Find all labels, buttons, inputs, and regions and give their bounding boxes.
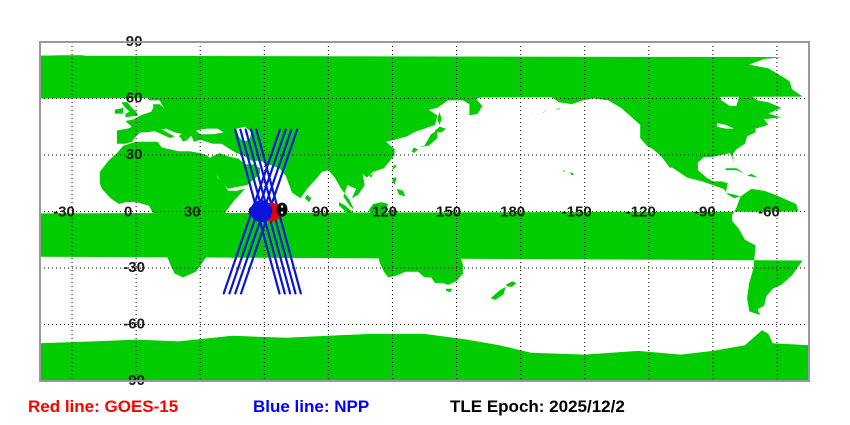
landmass xyxy=(569,171,574,176)
landmass xyxy=(516,243,521,247)
landmass xyxy=(563,170,566,172)
landmass xyxy=(418,130,438,148)
landmass xyxy=(178,134,192,142)
landmass xyxy=(659,75,692,84)
lon-tick-label: 150 xyxy=(436,204,461,221)
lon-tick-label: -150 xyxy=(562,204,592,221)
landmass xyxy=(40,55,803,99)
lat-tick-label: 30 xyxy=(126,146,143,163)
landmass xyxy=(665,66,692,71)
landmass xyxy=(369,173,374,178)
landmass xyxy=(114,107,124,114)
landmass xyxy=(396,188,406,197)
legend-red-line: Red line: GOES-15 xyxy=(28,397,179,416)
landmass xyxy=(435,126,446,133)
landmass xyxy=(490,237,495,244)
landmass xyxy=(304,194,312,203)
continents-layer xyxy=(40,55,809,381)
landmass xyxy=(702,62,745,71)
landmass xyxy=(40,213,62,257)
landmass xyxy=(360,224,380,228)
landmass xyxy=(245,68,263,80)
landmass xyxy=(725,168,745,174)
lon-tick-label: 30 xyxy=(184,204,201,221)
landmass xyxy=(477,228,483,233)
lon-tick-label: 90 xyxy=(312,204,329,221)
landmass xyxy=(369,202,389,216)
landmass xyxy=(153,128,175,139)
landmass xyxy=(490,286,506,300)
landmass xyxy=(747,173,758,178)
tick-labels-layer: -300306090120150180-150-120-90-60906030-… xyxy=(53,33,780,389)
landmass xyxy=(89,86,109,92)
landmass xyxy=(411,147,419,154)
landmass xyxy=(734,83,769,97)
lon-tick-label: 120 xyxy=(372,204,397,221)
landmass xyxy=(40,55,98,99)
landmass xyxy=(116,66,521,210)
lake xyxy=(195,128,224,135)
lon-tick-label: 0 xyxy=(124,204,132,221)
lat-tick-label: -60 xyxy=(123,316,145,333)
map-frame xyxy=(39,41,810,382)
landmass xyxy=(550,77,782,199)
landmass xyxy=(445,288,453,293)
lat-tick-label: 60 xyxy=(126,90,143,107)
landmass xyxy=(437,111,442,125)
lon-tick-label: -120 xyxy=(626,204,656,221)
landmass xyxy=(661,155,673,169)
legend-tle-epoch: TLE Epoch: 2025/12/2 xyxy=(450,397,625,416)
landmass xyxy=(339,202,361,223)
legend-blue-line: Blue line: NPP xyxy=(253,397,370,416)
landmass xyxy=(392,177,397,186)
graticule-layer xyxy=(40,42,809,381)
landmass xyxy=(40,330,809,381)
landmass xyxy=(529,111,534,114)
black-marker xyxy=(276,202,288,217)
lon-tick-label: -30 xyxy=(53,204,75,221)
lake xyxy=(717,123,735,129)
lon-tick-label: -60 xyxy=(758,204,780,221)
landmass xyxy=(392,164,397,171)
landmass xyxy=(542,110,547,113)
black-marker-highlight xyxy=(280,205,284,208)
landmass xyxy=(505,281,517,287)
landmass xyxy=(554,107,562,110)
black-marker-highlight xyxy=(280,211,284,214)
landmass xyxy=(377,232,463,285)
lat-tick-label: -30 xyxy=(123,259,145,276)
landmass xyxy=(208,153,260,189)
lon-tick-label: 180 xyxy=(500,204,525,221)
landmass xyxy=(159,60,190,65)
npp-position-marker xyxy=(250,200,273,223)
lon-tick-label: -90 xyxy=(694,204,716,221)
landmass xyxy=(121,102,139,118)
landmass xyxy=(416,213,457,231)
